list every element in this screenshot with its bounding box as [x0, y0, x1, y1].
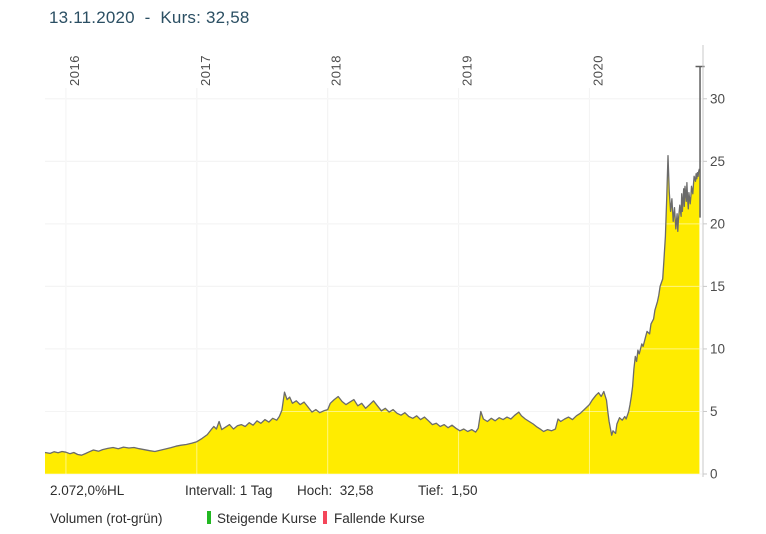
x-tick-label: 2019 — [460, 55, 475, 86]
chart-plot-area[interactable] — [45, 45, 702, 474]
stat-low: Tief: 1,50 — [418, 483, 478, 498]
stat-interval: Intervall: 1 Tag — [185, 483, 273, 498]
x-axis-labels: 2016 2017 2018 2019 2020 — [67, 55, 606, 86]
x-tick-label: 2018 — [329, 55, 344, 86]
y-tick-label: 20 — [710, 216, 725, 231]
legend-falling-label: Fallende Kurse — [334, 511, 425, 526]
x-tick-label: 2020 — [590, 55, 605, 86]
gridline-overlay — [45, 88, 702, 475]
line-path — [44, 155, 701, 456]
y-tick-label: 25 — [710, 154, 725, 169]
x-tick-label: 2016 — [67, 55, 82, 86]
y-tick-label: 5 — [710, 404, 718, 419]
y-axis-labels: 0 5 10 15 20 25 30 — [710, 91, 725, 481]
area-path — [45, 155, 700, 474]
stat-high: Hoch: 32,58 — [297, 483, 374, 498]
y-tick-label: 15 — [710, 279, 725, 294]
rising-prices-marker-icon — [207, 511, 211, 524]
legend-rising-label: Steigende Kurse — [217, 511, 317, 526]
price-area-fill — [45, 155, 700, 474]
x-tick-label: 2017 — [198, 55, 213, 86]
chart-title: 13.11.2020 - Kurs: 32,58 — [49, 8, 250, 27]
right-axis — [702, 45, 707, 477]
price-line — [44, 155, 701, 456]
y-tick-label: 10 — [710, 341, 725, 356]
y-tick-label: 0 — [710, 467, 718, 482]
legend-volume-label: Volumen (rot-grün) — [50, 511, 163, 526]
stat-change-hl: 2.072,0%HL — [50, 483, 125, 498]
y-tick-label: 30 — [710, 91, 725, 106]
falling-prices-marker-icon — [323, 511, 327, 524]
